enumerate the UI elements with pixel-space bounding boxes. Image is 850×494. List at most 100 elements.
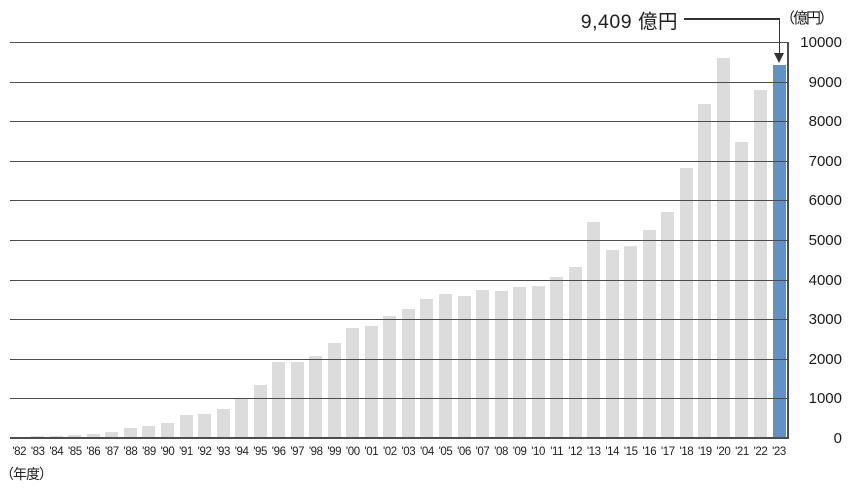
y-axis-tick: [778, 240, 784, 241]
bar: [179, 415, 193, 438]
bar: [68, 434, 82, 438]
y-axis-tick: [778, 200, 784, 202]
y-axis-tick: [778, 319, 784, 321]
x-axis-tick-label: '21: [735, 446, 749, 458]
x-axis-tick-label: '05: [438, 446, 453, 458]
bar-slot: [696, 42, 715, 438]
bar-slot: [66, 42, 85, 438]
bar: [642, 229, 656, 438]
x-axis-tick-label: '98: [308, 446, 323, 458]
x-axis-tick-label: '23: [772, 446, 786, 458]
bar-slot: [325, 42, 344, 438]
x-axis-tick-label: '06: [457, 446, 471, 458]
bar-slot: [455, 42, 474, 438]
gridline: [10, 437, 788, 439]
x-axis-tick-label: '95: [253, 446, 268, 458]
x-axis-tick-label: '18: [679, 446, 694, 458]
bar-slot: [195, 42, 214, 438]
x-axis-tick-label: '08: [494, 446, 508, 458]
y-axis-unit-label: （億円）: [780, 10, 834, 27]
y-axis-tick: [778, 358, 784, 360]
x-axis-tick-label: '00: [345, 446, 360, 458]
bars-container: [10, 42, 788, 438]
x-axis-tick-label: '97: [290, 446, 305, 458]
x-axis-tick-label: '85: [67, 446, 82, 458]
bar: [309, 356, 323, 438]
y-axis-tick-label: 4000: [808, 271, 842, 289]
x-axis-tick-label: '14: [605, 446, 620, 458]
bar: [105, 431, 119, 438]
bar: [550, 277, 564, 438]
bar: [216, 408, 230, 438]
gridline: [10, 81, 788, 83]
gridline: [10, 121, 788, 123]
callout-leader-line-horizontal: [684, 18, 780, 20]
gridline: [10, 42, 788, 43]
x-axis-tick-label: '16: [642, 446, 657, 458]
y-axis-tick-label: 2000: [808, 350, 842, 368]
y-axis-tick-label: 9000: [808, 73, 842, 91]
bar: [494, 291, 508, 438]
y-axis-tick-label: 10000: [800, 34, 842, 51]
y-axis-tick-label: 8000: [808, 113, 842, 131]
bar: [161, 423, 175, 438]
x-axis-tick-label: '82: [12, 446, 27, 458]
bar: [568, 266, 582, 438]
x-axis-tick-label: '83: [30, 446, 45, 458]
x-axis-tick-label: '20: [716, 446, 731, 458]
x-axis-tick-label: '88: [123, 446, 138, 458]
x-axis-tick-labels: '82'83 '84'85 '86 '87 '88 '89 '90 '91 '92 '93 '94 '…: [10, 446, 788, 459]
x-axis-tick-label: '07: [475, 446, 490, 458]
gridline: [10, 398, 788, 400]
callout-arrow-down-icon: [774, 53, 784, 63]
bar-slot: [103, 42, 122, 438]
x-axis-tick-label: '96: [271, 446, 286, 458]
gridline: [10, 279, 788, 281]
bar-slot: [733, 42, 752, 438]
x-axis-tick-label: '84: [49, 446, 64, 458]
bar: [272, 362, 286, 438]
bar: [253, 384, 267, 438]
x-axis-tick-label: '12: [568, 446, 583, 458]
x-axis-tick-label: '02: [382, 446, 397, 458]
bar-slot: [547, 42, 566, 438]
bar: [587, 222, 601, 438]
bar-slot: [640, 42, 659, 438]
bar-slot: [473, 42, 492, 438]
bar-slot: [622, 42, 641, 438]
callout-value-label: 9,409 億円: [580, 11, 678, 33]
x-axis-tick-label: '01: [364, 446, 379, 458]
bar-slot: [751, 42, 770, 438]
x-axis-tick-label: '04: [420, 446, 434, 458]
bar: [235, 399, 249, 438]
bar-slot: [288, 42, 307, 438]
y-axis-tick-label: 5000: [808, 232, 842, 249]
x-axis-tick-label: '99: [327, 446, 342, 458]
bar: [624, 245, 638, 438]
bar-slot: [344, 42, 363, 438]
x-axis-tick-label: '15: [623, 446, 638, 458]
x-axis-tick-label: '93: [216, 446, 230, 458]
gridline: [10, 200, 788, 202]
x-axis-tick-label: '09: [512, 446, 527, 458]
bar: [49, 435, 63, 438]
bar: [420, 298, 434, 438]
bar-slot: [269, 42, 288, 438]
bar-slot: [492, 42, 511, 438]
x-axis-tick-label: '89: [142, 446, 156, 458]
x-axis-tick-label: '94: [234, 446, 249, 458]
x-axis-tick-label: '03: [401, 446, 416, 458]
bar-slot: [399, 42, 418, 438]
x-axis-tick-label: '92: [197, 446, 212, 458]
bar-slot: [677, 42, 696, 438]
bar-slot: [510, 42, 529, 438]
bar: [346, 327, 360, 438]
x-axis-tick-label: '11: [550, 446, 564, 458]
gridline: [10, 319, 788, 321]
bar-slot: [418, 42, 437, 438]
bar-slot: [84, 42, 103, 438]
y-axis-tick-label: 7000: [808, 152, 842, 170]
bar-slot: [436, 42, 455, 438]
bar: [735, 142, 749, 438]
